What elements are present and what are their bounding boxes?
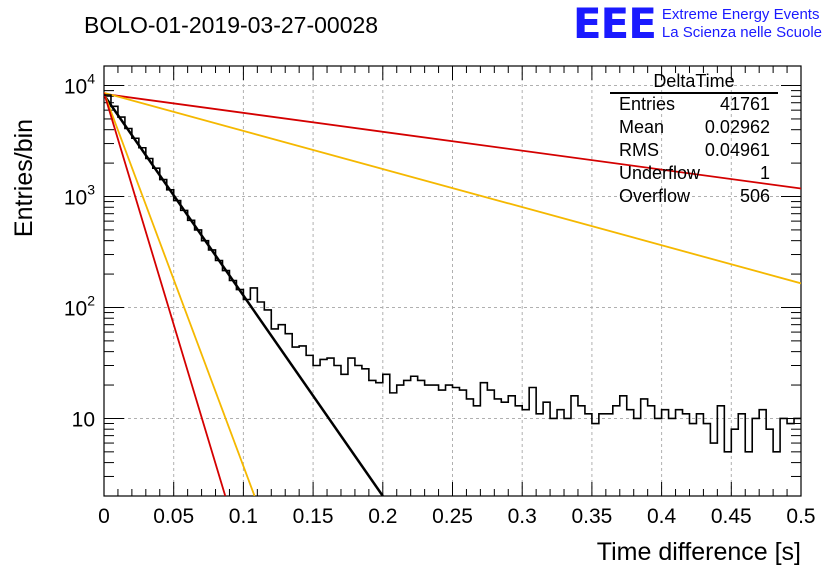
stats-value: 41761 — [720, 94, 770, 114]
x-tick-label: 0.45 — [711, 505, 752, 528]
x-axis-label: Time difference [s] — [597, 538, 801, 566]
stats-box: DeltaTime Entries 41761 Mean 0.02962 RMS 0.04… — [610, 71, 778, 206]
eee-logo: EEE — [572, 0, 657, 48]
x-tick-label: 0.35 — [571, 505, 612, 528]
stats-label: Entries — [619, 94, 675, 114]
axis-ticks — [103, 66, 802, 497]
x-tick-label: 0.4 — [647, 505, 677, 528]
stats-label: Underflow — [619, 163, 701, 183]
stats-label: Overflow — [619, 186, 691, 206]
grid — [104, 66, 801, 496]
x-tick-label: 0.05 — [153, 505, 194, 528]
fit-line — [104, 92, 256, 496]
stats-value: 1 — [760, 163, 770, 183]
branding-line-1: Extreme Energy Events — [661, 6, 820, 23]
x-tick-label: 0.5 — [786, 505, 815, 528]
y-tick-label: 103 — [64, 182, 95, 210]
stats-value: 0.04961 — [705, 140, 770, 160]
x-tick-label: 0.2 — [368, 505, 397, 528]
y-tick-label: 102 — [64, 292, 95, 320]
stats-label: Mean — [619, 117, 664, 137]
fit-lines — [104, 91, 801, 496]
y-tick-label: 10 — [72, 408, 95, 431]
x-tick-labels: 0 0.05 0.1 0.15 0.2 0.25 0.3 0.35 0.4 0.45 0.5 — [98, 505, 815, 528]
eee-branding: EEE Extreme Energy Events La Scienza nel… — [572, 0, 822, 48]
histogram-line — [104, 94, 801, 453]
stats-value: 0.02962 — [705, 117, 770, 137]
x-tick-label: 0.3 — [508, 505, 537, 528]
fit-line — [104, 92, 227, 496]
plot-frame — [103, 65, 802, 497]
stats-label: RMS — [619, 140, 659, 160]
fit-line — [104, 91, 801, 285]
x-tick-label: 0.1 — [229, 505, 258, 528]
x-tick-label: 0 — [98, 505, 110, 528]
y-tick-label: 104 — [64, 71, 95, 99]
branding-line-2: La Scienza nelle Scuole — [661, 24, 822, 41]
chart-title: BOLO-01-2019-03-27-00028 — [84, 12, 378, 38]
stats-value: 506 — [740, 186, 770, 206]
y-axis-label: Entries/bin — [10, 119, 38, 237]
histogram — [104, 94, 801, 453]
stats-title: DeltaTime — [653, 71, 734, 91]
y-tick-labels: 10 102 103 104 — [64, 71, 95, 432]
x-tick-label: 0.25 — [432, 505, 473, 528]
fit-line — [104, 93, 801, 190]
x-tick-label: 0.15 — [293, 505, 334, 528]
